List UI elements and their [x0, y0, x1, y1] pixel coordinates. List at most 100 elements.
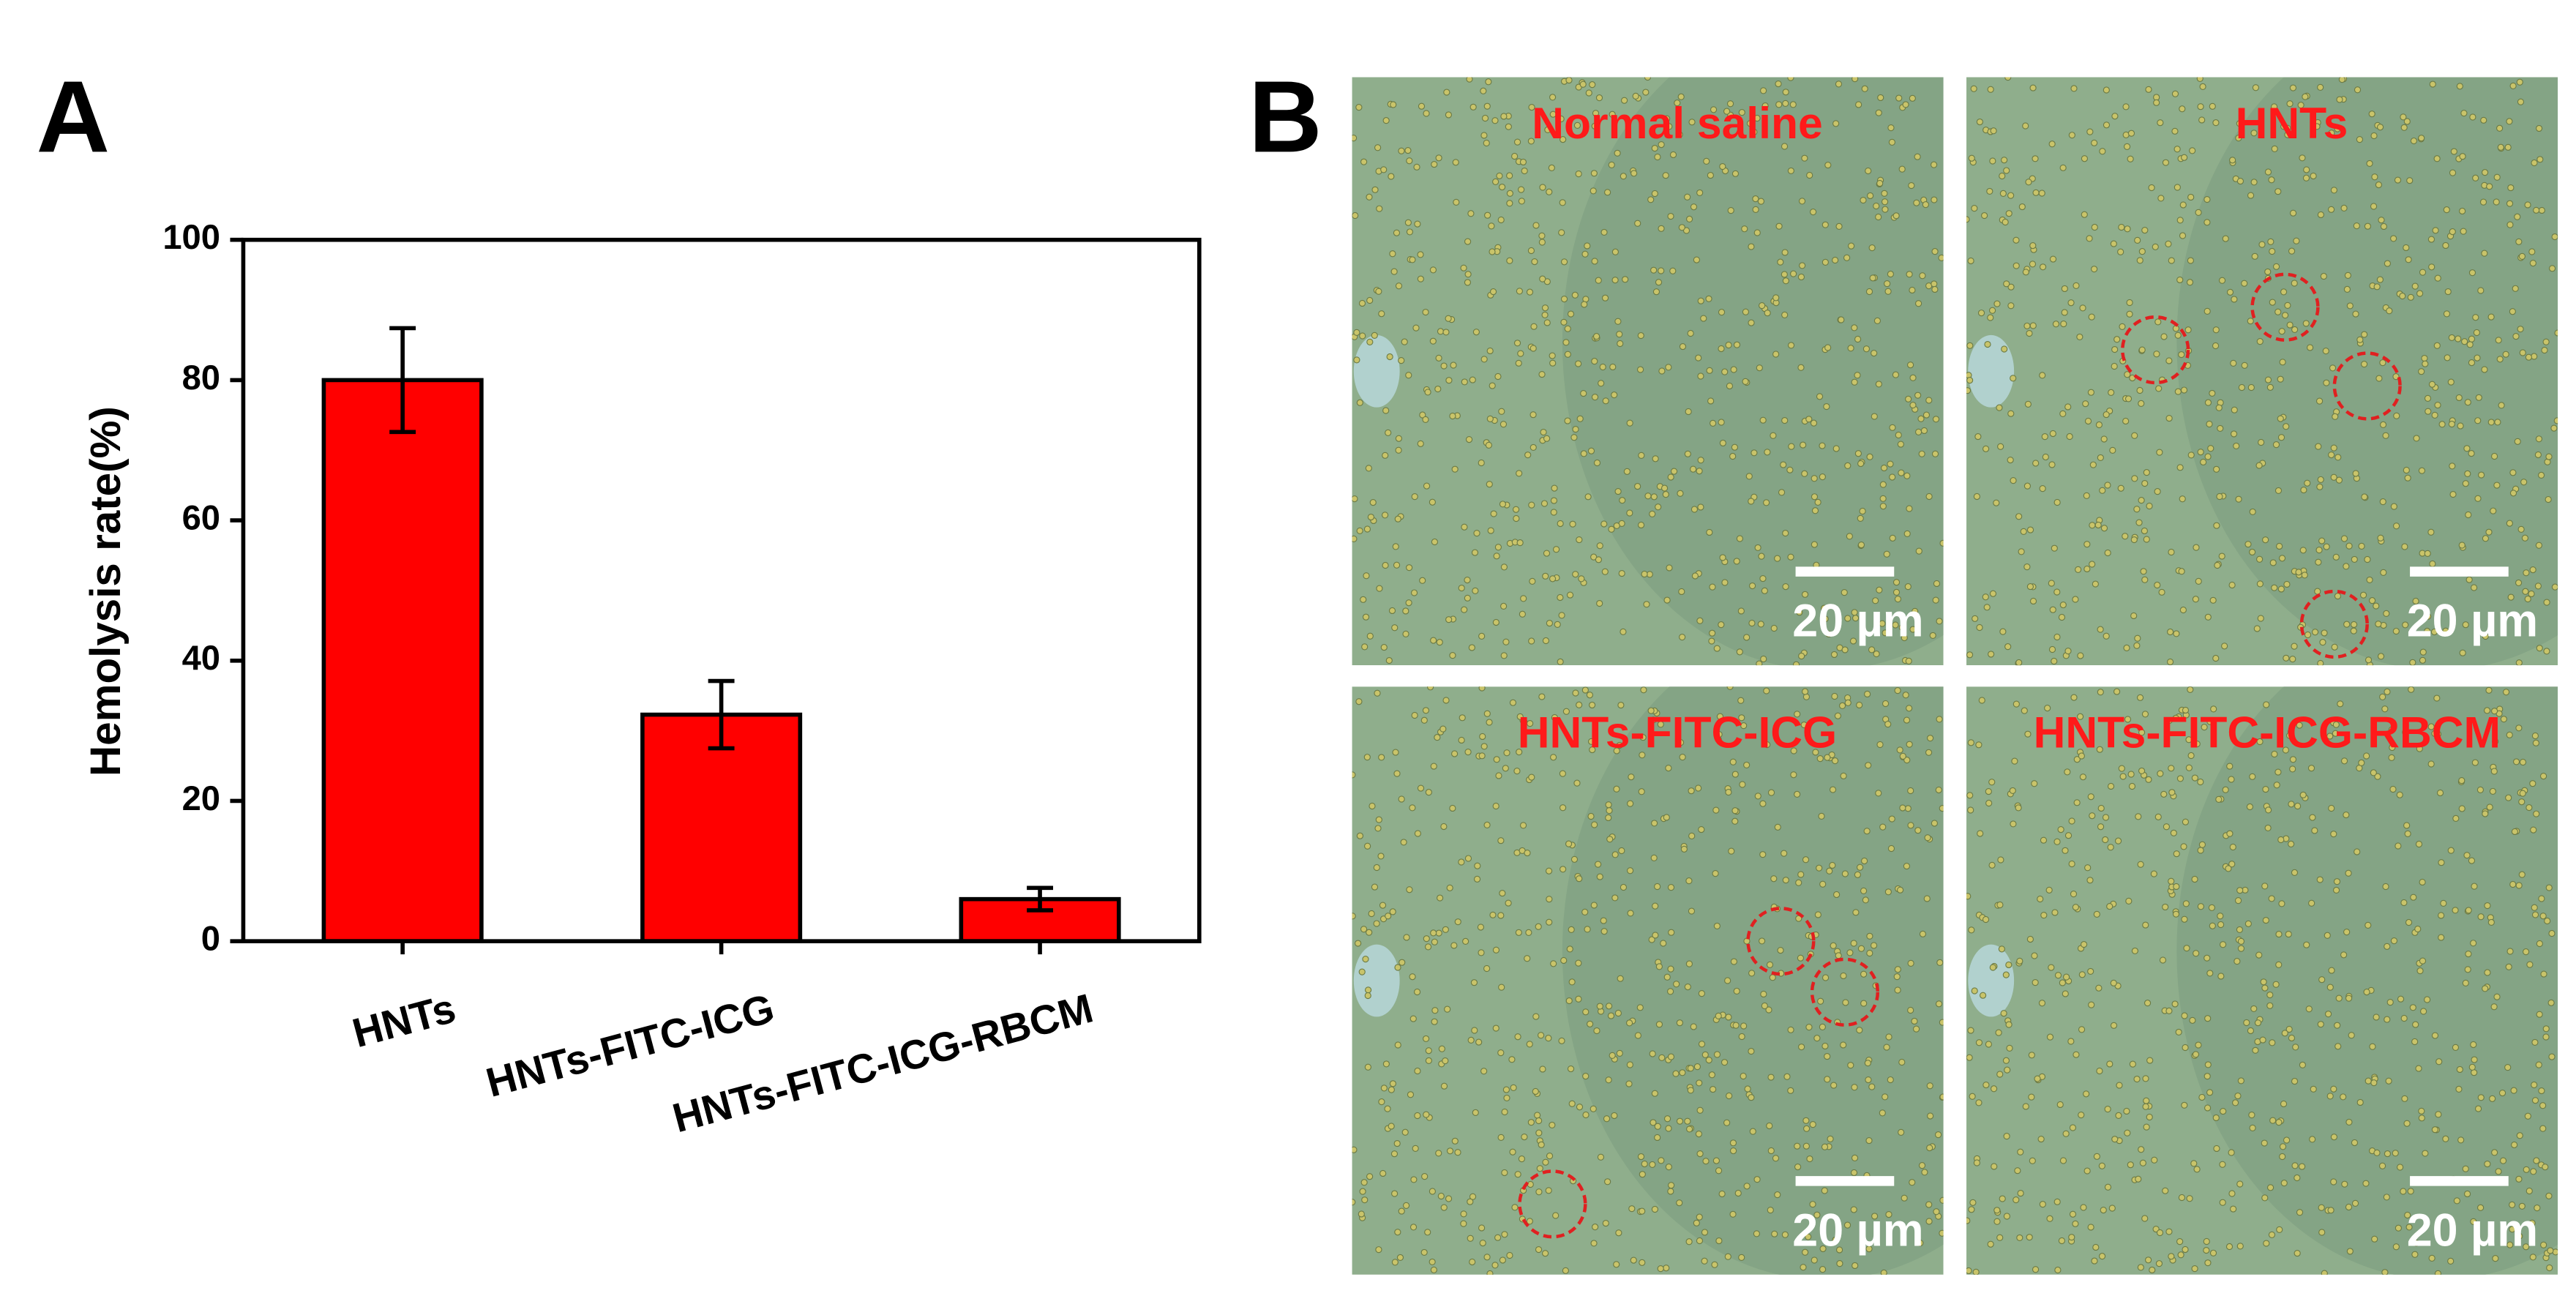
cell: [1740, 722, 1748, 730]
cell: [1789, 101, 1797, 108]
cell: [2098, 1253, 2106, 1260]
cell: [1550, 960, 1557, 967]
cell: [2464, 470, 2471, 478]
cell: [2358, 542, 2365, 550]
cell: [2237, 1077, 2244, 1085]
cell: [1859, 507, 1866, 515]
cell: [2150, 870, 2157, 877]
cell: [1378, 1098, 1385, 1106]
cell: [1580, 450, 1587, 457]
cell: [1719, 439, 1726, 447]
cell: [2327, 1207, 2334, 1214]
cell: [2117, 484, 2124, 492]
cell: [2532, 739, 2539, 746]
cell: [2044, 704, 2051, 712]
cell: [2509, 308, 2516, 315]
cell: [1752, 195, 1759, 203]
cell: [2248, 1112, 2255, 1119]
cell: [1568, 978, 1576, 986]
cell: [1856, 864, 1864, 871]
cell: [1881, 190, 1888, 197]
cell: [2207, 445, 2214, 452]
cell: [2001, 157, 2008, 164]
cell: [1375, 288, 1382, 295]
cell: [2059, 979, 2066, 986]
cell: [1894, 966, 1901, 973]
cell: [1709, 629, 1716, 637]
cell: [1887, 1076, 1894, 1084]
cell: [2506, 1241, 2514, 1248]
cell: [2482, 985, 2489, 992]
cell: [1591, 122, 1598, 130]
cell: [1908, 181, 1915, 190]
cell: [2330, 1085, 2337, 1093]
cell: [2548, 929, 2556, 937]
cell: [1560, 258, 1568, 266]
cell: [1650, 854, 1658, 861]
cell: [1912, 1025, 1920, 1033]
cell: [2452, 814, 2460, 823]
cell: [1414, 1112, 1421, 1120]
cell: [1879, 495, 1887, 502]
cell: [1539, 275, 1546, 282]
cell: [2236, 1243, 2244, 1250]
cell: [2538, 206, 2545, 214]
cell: [1486, 719, 1493, 726]
cell: [1866, 453, 1873, 460]
cell: [2459, 153, 2466, 160]
cell: [1909, 374, 1917, 381]
cell: [1498, 183, 1506, 191]
cell: [2430, 628, 2438, 636]
cell: [2336, 96, 2343, 103]
cell: [1525, 929, 1532, 936]
cell: [1502, 1086, 1510, 1093]
cell: [1814, 911, 1821, 918]
cell: [1538, 232, 1546, 239]
cell: [1806, 1155, 1813, 1163]
cell: [1419, 577, 1426, 584]
cell: [1840, 772, 1847, 779]
cell: [1572, 689, 1579, 697]
cell: [1713, 1051, 1721, 1058]
cell: [2406, 177, 2414, 184]
cell: [1536, 1165, 1543, 1172]
cell: [2443, 206, 2450, 214]
cell: [1568, 1100, 1576, 1107]
cell: [2219, 1161, 2226, 1168]
cell: [1775, 222, 1783, 230]
cell: [1813, 1211, 1821, 1218]
cell: [1730, 958, 1738, 965]
cell: [1751, 449, 1758, 457]
cell: [2146, 1113, 2153, 1121]
cell: [1644, 492, 1652, 500]
cell: [1865, 762, 1872, 769]
cell: [2089, 522, 2096, 529]
cell: [2002, 218, 2009, 226]
cell: [2102, 836, 2109, 844]
cell: [1830, 942, 1837, 949]
cell: [1462, 937, 1469, 945]
cell: [1382, 452, 1389, 459]
cell: [1651, 1205, 1658, 1213]
cell: [2422, 360, 2429, 367]
cell: [2449, 462, 2456, 470]
cell: [1816, 864, 1823, 872]
cell: [2459, 649, 2466, 656]
cell: [2413, 435, 2420, 442]
cell: [2285, 732, 2294, 739]
cell: [1473, 875, 1481, 883]
cell: [2157, 770, 2164, 777]
cell: [2099, 148, 2106, 155]
cell: [2291, 869, 2299, 877]
cell: [2334, 454, 2342, 461]
cell: [2386, 999, 2394, 1006]
cell: [1437, 894, 1444, 902]
cell: [2400, 899, 2408, 907]
cell: [2115, 1112, 2122, 1120]
cell: [2343, 811, 2350, 819]
cell: [1464, 594, 1471, 602]
cell: [1925, 749, 1933, 756]
micrograph-label: HNTs: [2236, 98, 2348, 148]
cell: [2373, 1149, 2381, 1156]
